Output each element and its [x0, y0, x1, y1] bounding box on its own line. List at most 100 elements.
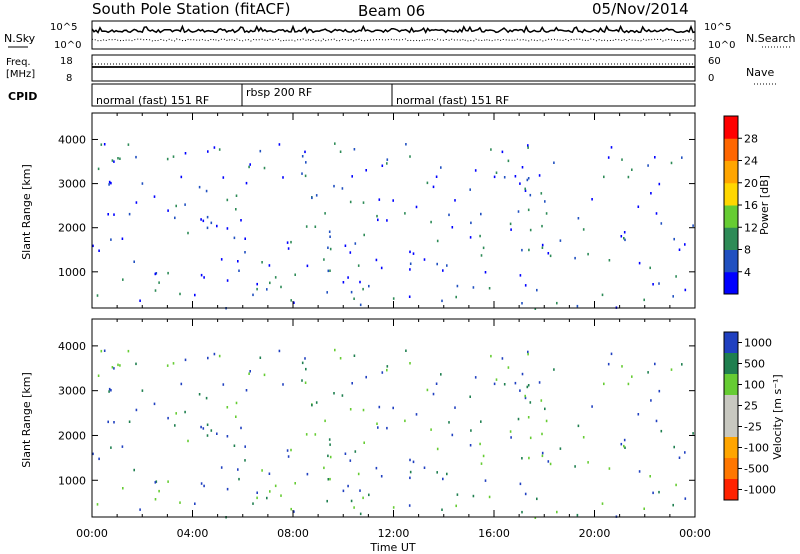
data-cell [524, 396, 527, 400]
data-cell [213, 146, 216, 149]
data-cell [655, 212, 658, 215]
data-cell [670, 368, 673, 371]
data-cell [652, 491, 654, 495]
data-cell [305, 225, 308, 228]
data-cell [167, 271, 169, 275]
data-cell [574, 465, 576, 468]
data-cell [621, 158, 623, 161]
data-cell [133, 260, 135, 263]
colorbar-segment [724, 374, 738, 396]
colorbar-segment [724, 160, 738, 184]
data-cell [363, 441, 365, 444]
time-tick-label: 00:00 [679, 527, 711, 540]
data-cell [304, 381, 307, 384]
data-cell [103, 349, 106, 352]
data-cell [455, 504, 457, 508]
data-cell [187, 231, 189, 235]
data-cell [610, 146, 613, 149]
data-cell [175, 412, 177, 415]
data-cell [235, 415, 237, 418]
data-cell [249, 163, 251, 166]
data-cell [650, 399, 652, 402]
data-cell [326, 499, 328, 503]
data-cell [627, 382, 630, 386]
data-cell [220, 466, 223, 469]
data-cell [409, 458, 411, 462]
data-cell [488, 495, 491, 499]
data-cell [607, 156, 610, 159]
nave-tick-high: 60 [708, 56, 721, 67]
data-cell [179, 292, 181, 296]
data-cell [354, 450, 357, 453]
data-cell [166, 364, 169, 367]
data-cell [541, 224, 543, 228]
data-cell [100, 143, 103, 146]
time-tick-label: 04:00 [177, 527, 209, 540]
data-cell [514, 175, 517, 178]
data-cell [349, 408, 352, 411]
data-cell [527, 350, 529, 354]
data-cell [501, 357, 504, 360]
n-search-tick-low: 10^0 [708, 40, 735, 51]
freq-tick-high: 18 [60, 56, 73, 67]
data-cell [200, 218, 202, 221]
data-cell [357, 264, 360, 267]
data-cell [624, 238, 626, 242]
data-cell [233, 444, 236, 447]
data-cell [206, 423, 209, 426]
data-cell [423, 258, 426, 261]
time-axis-title: Time UT [369, 541, 415, 554]
data-cell [244, 459, 246, 462]
colorbar-tick-label: 4 [744, 266, 751, 279]
data-cell [200, 482, 203, 485]
data-cell [216, 432, 218, 435]
data-cell [519, 389, 521, 392]
data-cell [623, 438, 626, 442]
data-cell [672, 295, 674, 298]
data-cell [381, 164, 384, 167]
data-cell [524, 187, 526, 191]
data-cell [415, 205, 418, 209]
mode-label-2: rbsp 200 RF [246, 86, 312, 99]
data-cell [203, 276, 205, 279]
data-cell [649, 475, 651, 478]
data-cell [218, 148, 221, 151]
data-cell [684, 288, 687, 292]
data-cell [540, 192, 543, 195]
data-cell [482, 454, 485, 458]
data-cell [527, 384, 530, 387]
data-cell [202, 219, 205, 223]
data-cell [210, 429, 213, 432]
data-cell [541, 454, 544, 458]
data-cell [278, 349, 281, 353]
data-cell [603, 382, 605, 386]
data-cell [375, 258, 378, 262]
velocity-ylabel: Slant Range [km] [20, 372, 33, 468]
data-cell [329, 235, 331, 238]
data-cell [409, 470, 412, 474]
data-cell [381, 371, 384, 374]
data-cell [432, 392, 435, 396]
data-cell [517, 417, 520, 421]
velocity-panel: 1000 2000 3000 4000 [58, 318, 696, 519]
data-cell [678, 248, 681, 251]
colorbar-segment [724, 227, 738, 250]
data-cell [409, 155, 411, 158]
data-cell [479, 234, 481, 238]
data-cell [684, 451, 686, 454]
data-cell [521, 166, 524, 169]
data-cell [534, 516, 537, 519]
data-cell [174, 424, 176, 427]
data-cell [333, 392, 335, 395]
data-cell [200, 273, 203, 277]
data-cell [541, 246, 544, 249]
freq-panel [91, 54, 696, 82]
power-colorbar-label: Power [dB] [758, 175, 771, 235]
data-cell [349, 459, 352, 462]
data-cell [304, 174, 307, 178]
data-cell [623, 444, 625, 448]
nave-tick-low: 0 [708, 73, 714, 84]
data-cell [282, 176, 284, 179]
data-cell [493, 175, 496, 179]
